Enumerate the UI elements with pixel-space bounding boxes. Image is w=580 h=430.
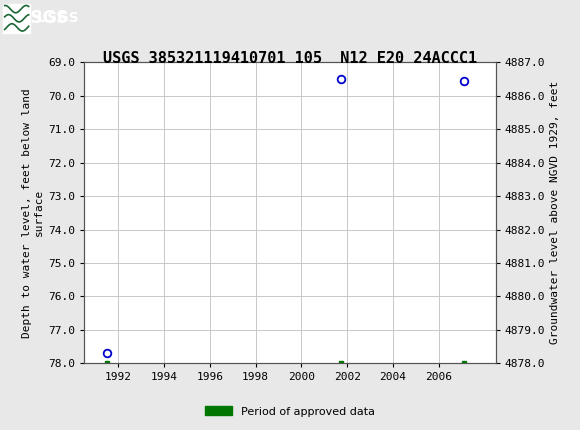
FancyBboxPatch shape: [3, 3, 30, 33]
Y-axis label: Groundwater level above NGVD 1929, feet: Groundwater level above NGVD 1929, feet: [550, 81, 560, 344]
Legend: Period of approved data: Period of approved data: [200, 402, 380, 421]
Text: USGS: USGS: [37, 11, 79, 25]
Text: ≡USGS: ≡USGS: [3, 9, 68, 27]
Y-axis label: Depth to water level, feet below land
surface: Depth to water level, feet below land su…: [22, 88, 44, 338]
Text: USGS 385321119410701 105  N12 E20 24ACCC1: USGS 385321119410701 105 N12 E20 24ACCC1: [103, 51, 477, 65]
